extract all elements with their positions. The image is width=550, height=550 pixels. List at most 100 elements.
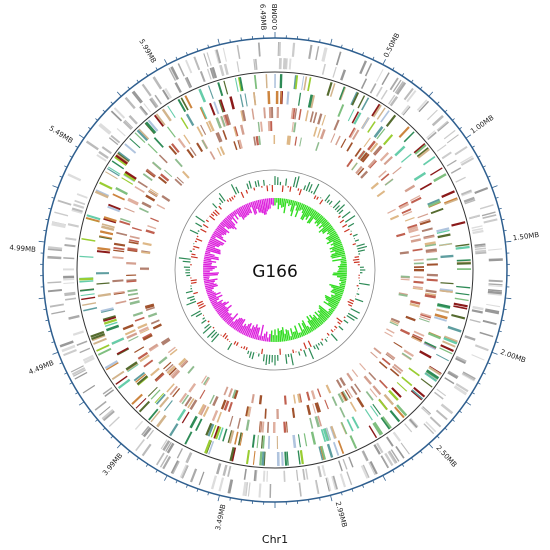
feature-stripe [337,440,345,455]
feature-stripe [317,113,323,125]
feature-stripe [101,225,115,231]
feature-stripe [114,107,126,119]
feature-stripe [181,394,190,405]
feature-stripe [236,44,241,60]
feature-stripe [104,389,115,398]
feature-stripe [229,96,235,110]
feature-stripe [183,134,191,145]
feature-stripe [135,398,147,409]
gc-content [303,349,307,357]
feature-stripe [316,388,322,398]
feature-stripe [341,391,349,402]
feature-stripe [160,439,168,450]
gc-skew [306,325,312,333]
gc-skew [305,207,312,218]
gc-skew [212,299,224,307]
gc-content [352,233,358,237]
gc-content [218,197,224,204]
feature-stripe [201,375,208,384]
feature-stripe [488,288,503,292]
feature-stripe [98,235,113,240]
gc-skew [203,261,213,265]
feature-stripe [225,114,231,126]
feature-stripe [253,470,257,482]
tick-mark [52,351,59,355]
gc-skew [314,214,323,224]
feature-stripe [189,468,198,483]
feature-stripe [440,254,454,259]
gc-content [313,183,320,195]
gc-skew [290,335,293,341]
gc-content [204,323,210,329]
gc-skew [241,205,248,216]
gc-content [230,184,237,195]
feature-stripe [335,135,341,146]
feature-stripe [139,328,150,334]
gc-content [350,308,360,314]
gc-skew [205,248,221,255]
feature-stripe [229,415,234,427]
feature-stripe [127,288,138,293]
feature-stripe [315,402,321,413]
feature-stripe [167,346,176,354]
feature-stripe [351,369,359,378]
feature-stripe [167,126,176,138]
feature-stripe [443,197,458,205]
feature-stripe [246,406,251,417]
feature-stripe [354,147,362,158]
feature-stripe [284,451,288,466]
gc-content [226,199,230,203]
feature-stripe [179,464,188,479]
feature-stripe [253,74,258,90]
feature-stripe [401,208,412,215]
feature-stripe [398,292,408,296]
tick-mark [319,497,321,501]
gc-skew [203,273,218,277]
feature-stripe [166,442,175,454]
feature-stripe [425,292,437,296]
feature-stripe [70,365,84,373]
feature-stripe [427,332,441,340]
gc-skew [232,317,241,329]
tick-mark [136,457,139,461]
gc-skew [224,316,232,323]
feature-stripe [242,481,247,496]
feature-stripe [100,307,114,313]
gc-content [346,314,355,321]
feature-stripe [303,433,308,447]
gc-skew [330,307,335,312]
feature-stripe [381,455,390,468]
feature-stripe [180,359,188,368]
feature-stripe [196,142,204,153]
tick-mark [59,362,63,365]
gc-content [326,199,330,204]
feature-stripe [346,419,354,432]
feature-stripe [312,403,316,414]
feature-stripe [134,346,145,354]
feature-stripe [105,171,118,180]
feature-stripe [436,144,447,152]
feature-stripe [141,201,152,209]
feature-stripe [162,89,170,100]
feature-stripe [484,310,499,315]
feature-stripe [128,335,139,342]
feature-stripe [369,388,378,398]
gc-skew [248,202,252,208]
gc-skew [329,243,343,250]
feature-stripe [368,425,378,439]
gc-skew [330,240,342,246]
feature-stripe [424,294,436,298]
feature-stripe [435,409,448,421]
feature-stripe [135,439,145,452]
feature-stripe [468,214,481,220]
gc-skew [320,218,327,225]
feature-stripe [47,281,62,284]
feature-stripe [143,103,152,113]
feature-stripe [253,59,256,71]
feature-stripe [423,235,435,240]
feature-stripe [160,173,170,182]
feature-stripe [291,122,294,133]
feature-stripe [456,285,471,289]
feature-stripe [474,344,489,352]
